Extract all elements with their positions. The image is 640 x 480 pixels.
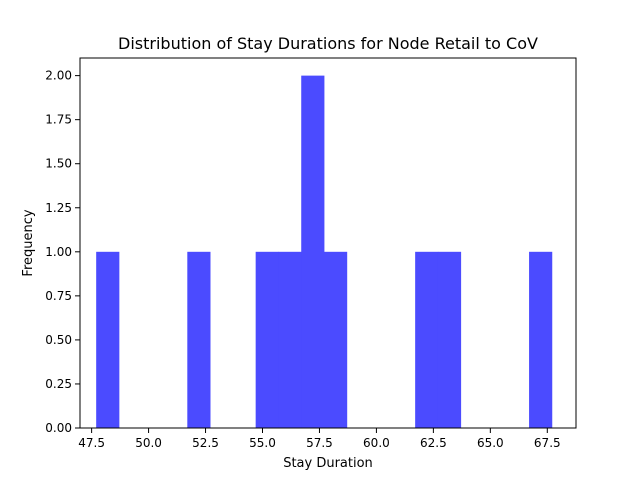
x-tick-label: 57.5 bbox=[306, 436, 333, 450]
plot-frame bbox=[79, 57, 577, 429]
y-tick-label: 0.75 bbox=[45, 289, 72, 303]
histogram-bar bbox=[96, 251, 120, 428]
histogram-bar bbox=[529, 251, 553, 428]
x-tick-label: 60.0 bbox=[363, 436, 390, 450]
x-tick-label: 55.0 bbox=[249, 436, 276, 450]
histogram-bar bbox=[324, 251, 348, 428]
y-tick-label: 1.50 bbox=[45, 157, 72, 171]
y-tick-label: 0.25 bbox=[45, 377, 72, 391]
histogram-bar bbox=[415, 251, 439, 428]
y-axis-label: Frequency bbox=[21, 209, 36, 276]
y-axis-ticks: 0.00 0.25 0.50 0.75 1.00 1.25 1.50 1.75 2.00 bbox=[45, 69, 80, 435]
histogram-bar bbox=[301, 75, 325, 429]
x-axis-ticks: 47.5 50.0 52.5 55.0 57.5 60.0 62.5 65.0 67.5 bbox=[78, 428, 561, 450]
histogram-bar bbox=[278, 251, 302, 428]
x-tick-label: 50.0 bbox=[135, 436, 162, 450]
histogram-bar bbox=[437, 251, 462, 428]
y-tick-label: 2.00 bbox=[45, 69, 72, 83]
histogram-bar bbox=[187, 251, 211, 428]
y-tick-label: 1.25 bbox=[45, 201, 72, 215]
x-tick-label: 47.5 bbox=[78, 436, 105, 450]
x-tick-label: 62.5 bbox=[420, 436, 447, 450]
x-tick-label: 52.5 bbox=[192, 436, 219, 450]
x-tick-label: 67.5 bbox=[534, 436, 561, 450]
chart-title: Distribution of Stay Durations for Node … bbox=[118, 34, 538, 53]
y-tick-label: 0.50 bbox=[45, 333, 72, 347]
x-tick-label: 65.0 bbox=[477, 436, 504, 450]
y-tick-label: 0.00 bbox=[45, 421, 72, 435]
x-axis-label: Stay Duration bbox=[283, 456, 373, 471]
y-tick-label: 1.00 bbox=[45, 245, 72, 259]
y-tick-label: 1.75 bbox=[45, 113, 72, 127]
histogram-bar bbox=[255, 251, 279, 428]
bars-group bbox=[96, 75, 553, 429]
